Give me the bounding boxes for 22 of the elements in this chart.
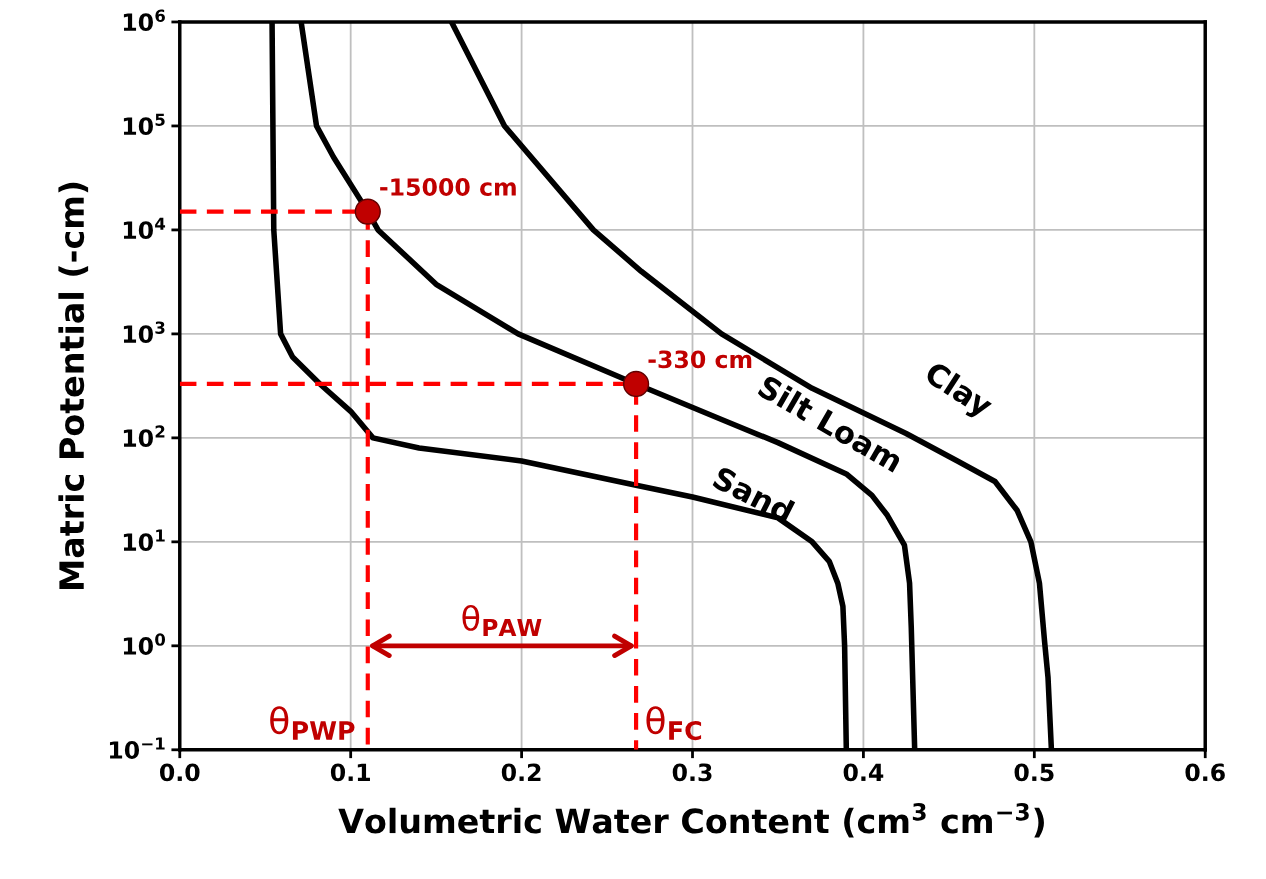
annotation: -330 cm — [648, 350, 752, 369]
x-tick-label: 0.5 — [1014, 763, 1054, 782]
x-tick-label: 0.1 — [330, 763, 370, 782]
y-axis-title: Matric Potential (-cm) — [58, 182, 89, 589]
y-tick-label: 10$^{6}$ — [123, 9, 165, 32]
y-tick-label: 10$^{0}$ — [123, 633, 166, 655]
y-tick-label: 10$^{4}$ — [123, 217, 166, 240]
annotation: θ$_{FC}$ — [646, 706, 702, 741]
annotation: θ$_{PWP}$ — [270, 706, 355, 740]
x-tick-label: 0.6 — [1185, 763, 1225, 782]
y-tick-label: 10$^{1}$ — [123, 529, 165, 551]
annotation: -15000 cm — [380, 178, 516, 196]
x-tick-label: 0.4 — [843, 763, 884, 782]
x-tick-label: 0.2 — [501, 763, 541, 782]
x-tick-label: 0.0 — [159, 763, 200, 782]
x-axis-title: Volumetric Water Content (cm$^{3}$ cm$^{−3}$) — [338, 803, 1044, 838]
y-tick-label: 10$^{2}$ — [123, 425, 165, 447]
annotation: θ$_{PAW}$ — [462, 604, 542, 636]
y-tick-label: 10$^{−1}$ — [109, 737, 165, 759]
y-tick-label: 10$^{5}$ — [123, 113, 165, 136]
y-tick-label: 10$^{3}$ — [123, 321, 165, 344]
x-tick-label: 0.3 — [672, 763, 712, 782]
